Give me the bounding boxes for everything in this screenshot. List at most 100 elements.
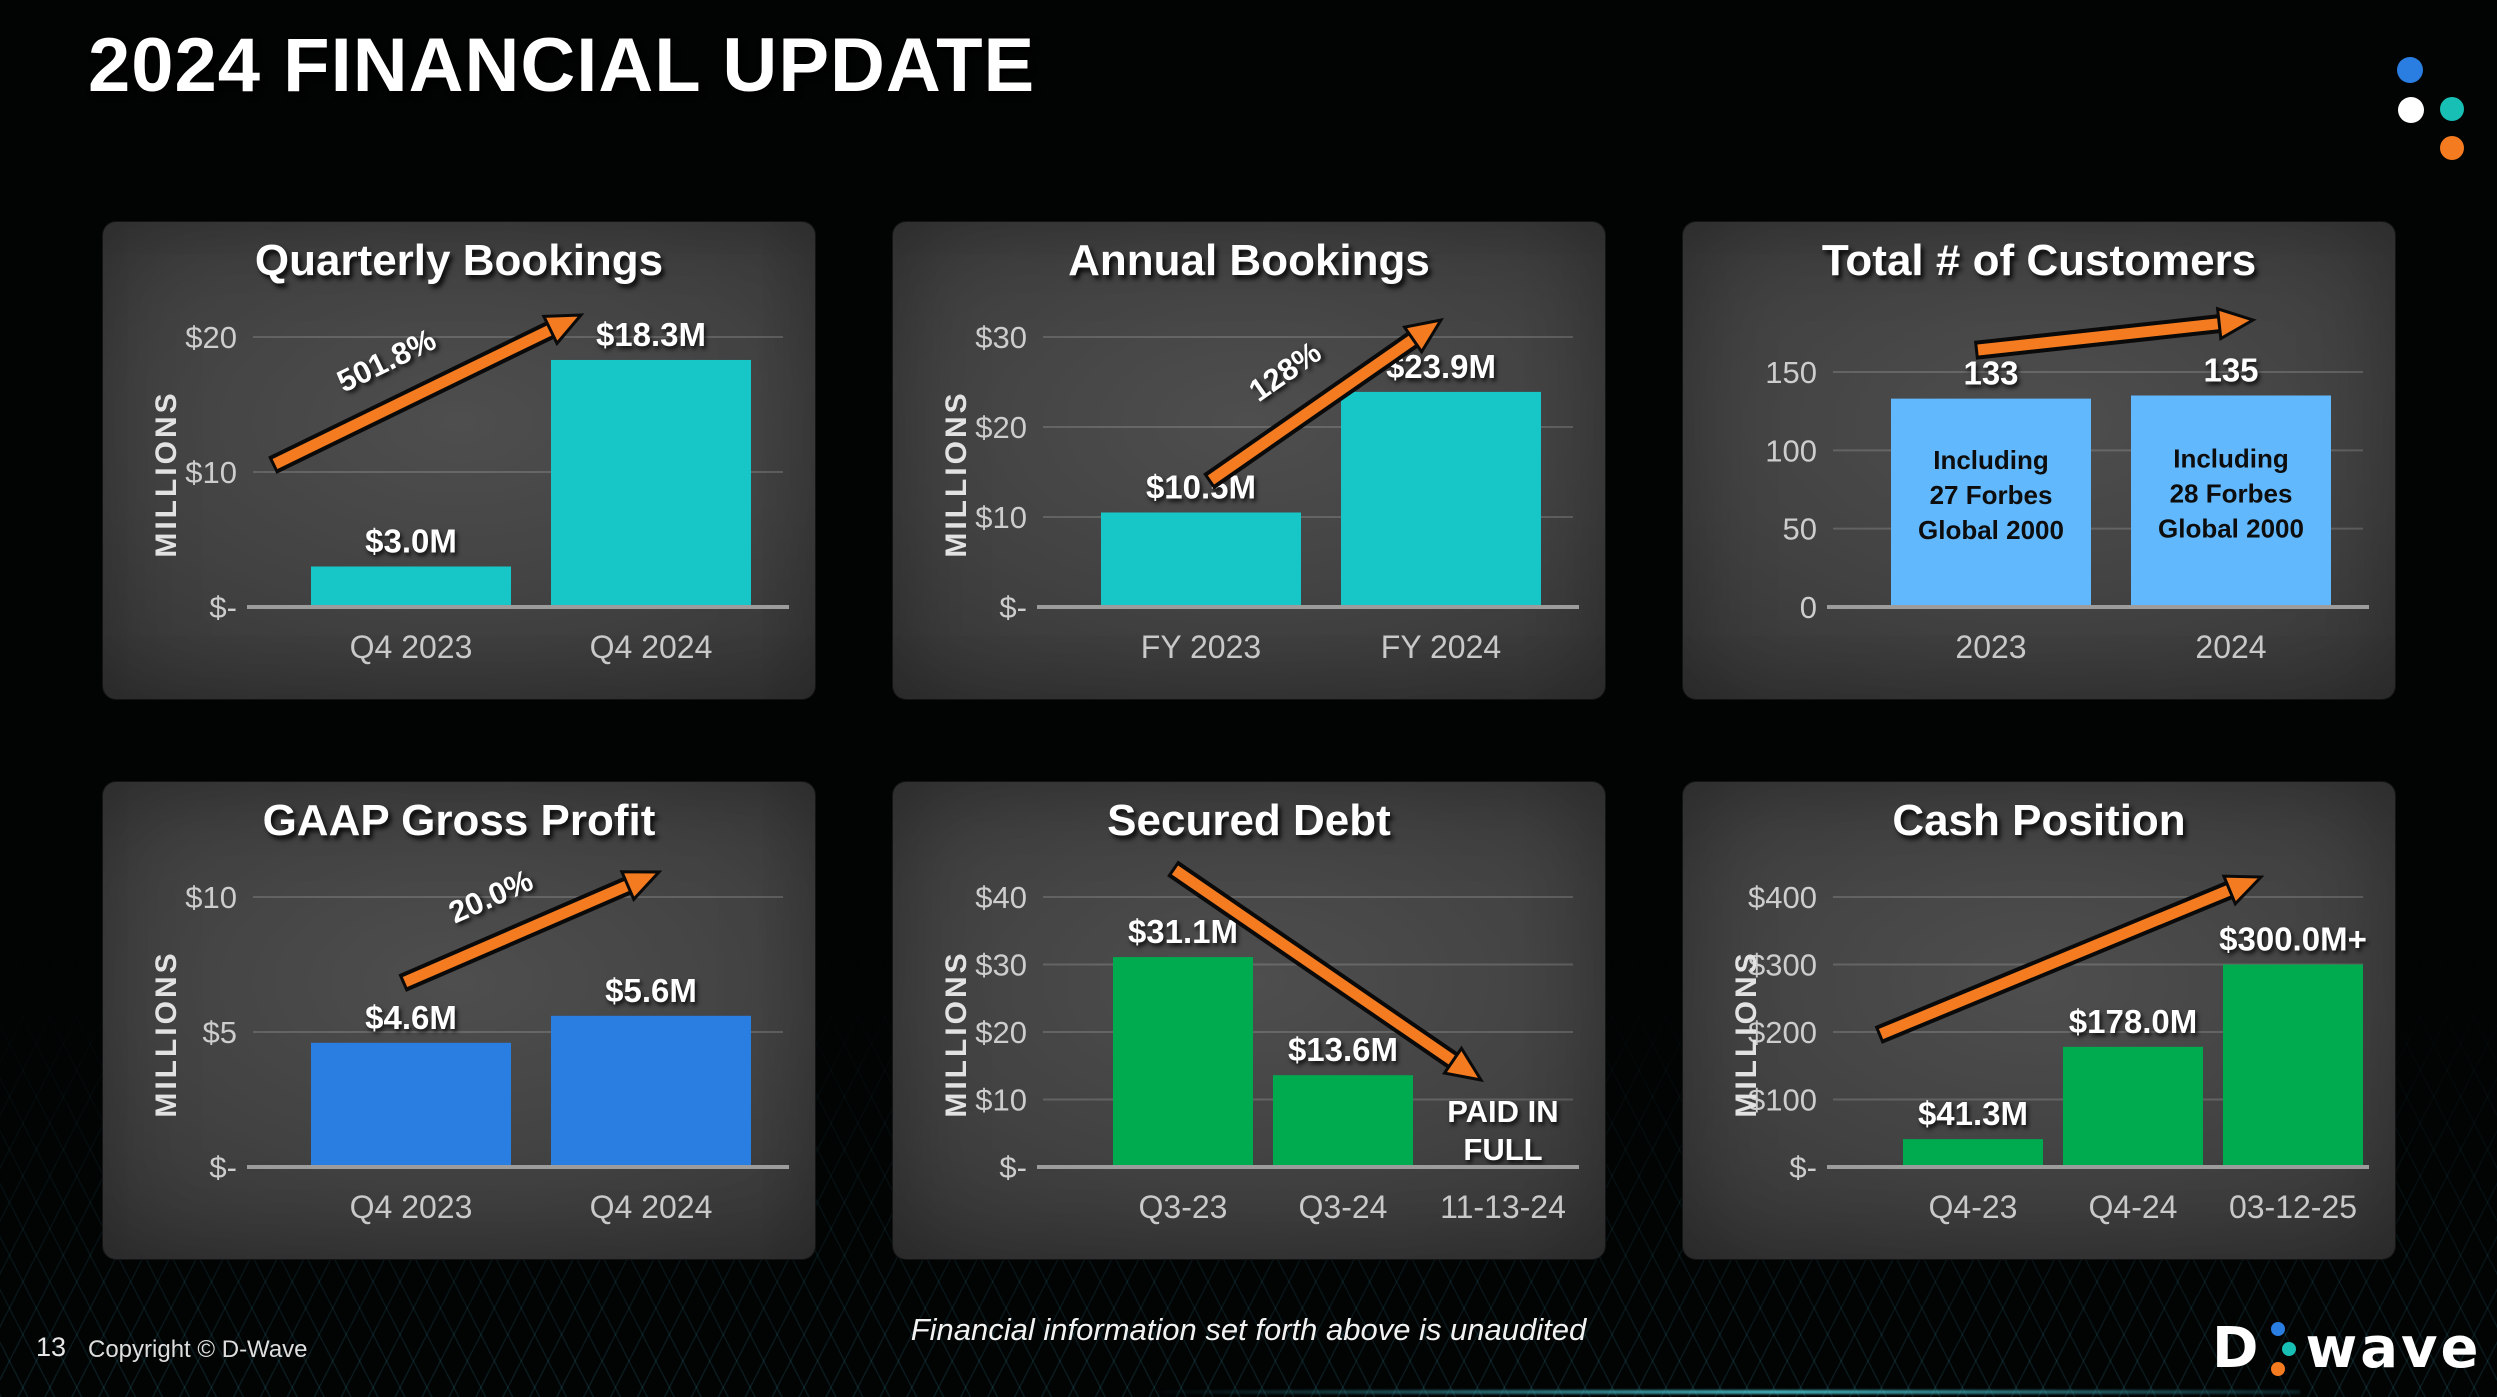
tick-label: $20 — [975, 410, 1027, 445]
value-label: $5.6M — [605, 972, 697, 1009]
total-customers-chart: 0 50 100 150 133 Including 27 Forbes Global 200… — [1765, 306, 2369, 665]
dwave-logo-dots-icon — [2271, 1322, 2297, 1376]
gaap-gross-profit-chart: $- $5 $10 $4.6M Q4 2023 $5.6M Q4 2024 20.0% — [185, 863, 789, 1225]
value-label: $300.0M+ — [2219, 921, 2367, 958]
trend-arrow-head — [2221, 874, 2265, 907]
bar-inner-label: Including — [2173, 443, 2289, 473]
glow-streak — [1150, 1390, 2300, 1394]
tick-label: $- — [209, 1150, 237, 1185]
disclaimer-text: Financial information set forth above is… — [910, 1312, 1587, 1347]
x-axis-label: Q4 2023 — [350, 629, 473, 665]
bar — [1891, 398, 2091, 607]
dwave-logo: D wave — [2212, 1320, 2482, 1378]
white-dot-icon — [2398, 97, 2424, 123]
bar — [2223, 964, 2363, 1167]
tick-label: $10 — [975, 1083, 1027, 1118]
trend-arrow-line — [1977, 318, 2220, 356]
x-axis-label: 11-13-24 — [1440, 1189, 1566, 1225]
chart-title: Secured Debt — [1107, 796, 1391, 845]
tick-label: $10 — [975, 500, 1027, 535]
chart-panel-total-customers: 0 50 100 150 133 Including 27 Forbes Global 200… — [1683, 222, 2395, 699]
tick-label: $- — [209, 590, 237, 625]
bar — [1113, 957, 1253, 1167]
brand-dots — [2397, 57, 2464, 160]
chart-title: Annual Bookings — [1068, 236, 1430, 285]
bar — [551, 1015, 751, 1167]
tick-label: $20 — [185, 320, 237, 355]
value-label: $4.6M — [365, 999, 457, 1036]
tick-label: $40 — [975, 880, 1027, 915]
x-axis-label: 2023 — [1955, 629, 2026, 665]
tick-label: $30 — [975, 948, 1027, 983]
y-axis-label: MILLIONS — [150, 390, 183, 558]
tick-label: $20 — [975, 1015, 1027, 1050]
value-label: $10.5M — [1146, 469, 1256, 506]
x-axis-label: Q4 2023 — [350, 1189, 473, 1225]
trend-arrow-head — [1401, 317, 1445, 355]
copyright-text: Copyright © D-Wave — [88, 1336, 308, 1363]
bar-inner-label: Global 2000 — [1918, 515, 2064, 545]
x-axis-label: Q4 2024 — [590, 629, 713, 665]
tick-label: 50 — [1783, 512, 1817, 547]
bar — [1341, 391, 1541, 607]
trend-arrow-head — [2215, 306, 2257, 342]
x-axis-label: Q4-23 — [1929, 1189, 2018, 1225]
x-axis-label: Q4 2024 — [590, 1189, 713, 1225]
trend-arrow-head — [619, 870, 663, 902]
tick-label: 0 — [1800, 590, 1817, 625]
orange-dot-icon — [2440, 136, 2464, 160]
trend-arrow-line — [1878, 884, 2232, 1040]
tick-label: $10 — [185, 880, 237, 915]
cash-position-chart: $- $100 $200 $300 $400 $41.3M Q4-23 $178.0M Q4-2… — [1748, 874, 2369, 1225]
bar-inner-label: Global 2000 — [2158, 513, 2304, 543]
chart-panel-secured-debt: $- $10 $20 $30 $40 $31.1M Q3-23 $13.6M Q3-24 11-1… — [893, 782, 1605, 1259]
y-axis-label: MILLIONS — [150, 950, 183, 1118]
chart-title: Quarterly Bookings — [254, 236, 664, 285]
trend-arrow-line — [1171, 865, 1457, 1066]
secured-debt-chart: $- $10 $20 $30 $40 $31.1M Q3-23 $13.6M Q3-24 11-1… — [975, 860, 1579, 1225]
trend-arrow-head — [541, 313, 585, 347]
trend-arrow-line — [1207, 334, 1417, 485]
value-label: $31.1M — [1128, 913, 1238, 950]
value-label: $3.0M — [365, 523, 457, 560]
chart-title: Cash Position — [1892, 796, 2186, 845]
bar — [1903, 1139, 2043, 1167]
bar — [2063, 1046, 2203, 1167]
dwave-logo-d: D — [2212, 1316, 2262, 1381]
value-label: $13.6M — [1288, 1031, 1398, 1068]
tick-label: $300 — [1748, 948, 1817, 983]
annotation-text: PAID IN — [1447, 1094, 1558, 1129]
teal-dot-icon — [2440, 97, 2464, 121]
bar — [311, 1042, 511, 1167]
bar-inner-label: 28 Forbes — [2170, 478, 2293, 508]
y-axis-label: MILLIONS — [1730, 950, 1763, 1118]
x-axis-label: Q3-24 — [1299, 1189, 1388, 1225]
tick-label: $400 — [1748, 880, 1817, 915]
bar — [551, 359, 751, 607]
value-label: 133 — [1963, 355, 2018, 392]
chart-panel-annual-bookings: $- $10 $20 $30 $10.5M FY 2023 $23.9M FY 2024 128… — [893, 222, 1605, 699]
value-label: 135 — [2203, 352, 2258, 389]
trend-arrow-label: 20.0% — [443, 863, 538, 931]
y-axis-label: MILLIONS — [940, 950, 973, 1118]
value-label: $41.3M — [1918, 1095, 2028, 1132]
tick-label: $30 — [975, 320, 1027, 355]
trend-arrow-line — [402, 880, 630, 988]
tick-label: $- — [999, 590, 1027, 625]
bar-inner-label: 27 Forbes — [1930, 480, 2053, 510]
trend-arrow-line — [272, 324, 553, 469]
x-axis-label: FY 2023 — [1141, 629, 1261, 665]
chart-panel-gaap-gross-profit: $- $5 $10 $4.6M Q4 2023 $5.6M Q4 2024 20.0% GAA… — [103, 782, 815, 1259]
tick-label: $10 — [185, 455, 237, 490]
chart-title: GAAP Gross Profit — [262, 796, 656, 845]
y-axis-label: MILLIONS — [940, 390, 973, 558]
x-axis-label: 03-12-25 — [2229, 1189, 2357, 1225]
bar — [311, 566, 511, 607]
trend-arrow-head — [1441, 1045, 1485, 1083]
bar — [1273, 1075, 1413, 1167]
tick-label: $- — [1789, 1150, 1817, 1185]
slide-title: 2024 FINANCIAL UPDATE — [88, 23, 1036, 108]
page-number: 13 — [36, 1332, 67, 1362]
